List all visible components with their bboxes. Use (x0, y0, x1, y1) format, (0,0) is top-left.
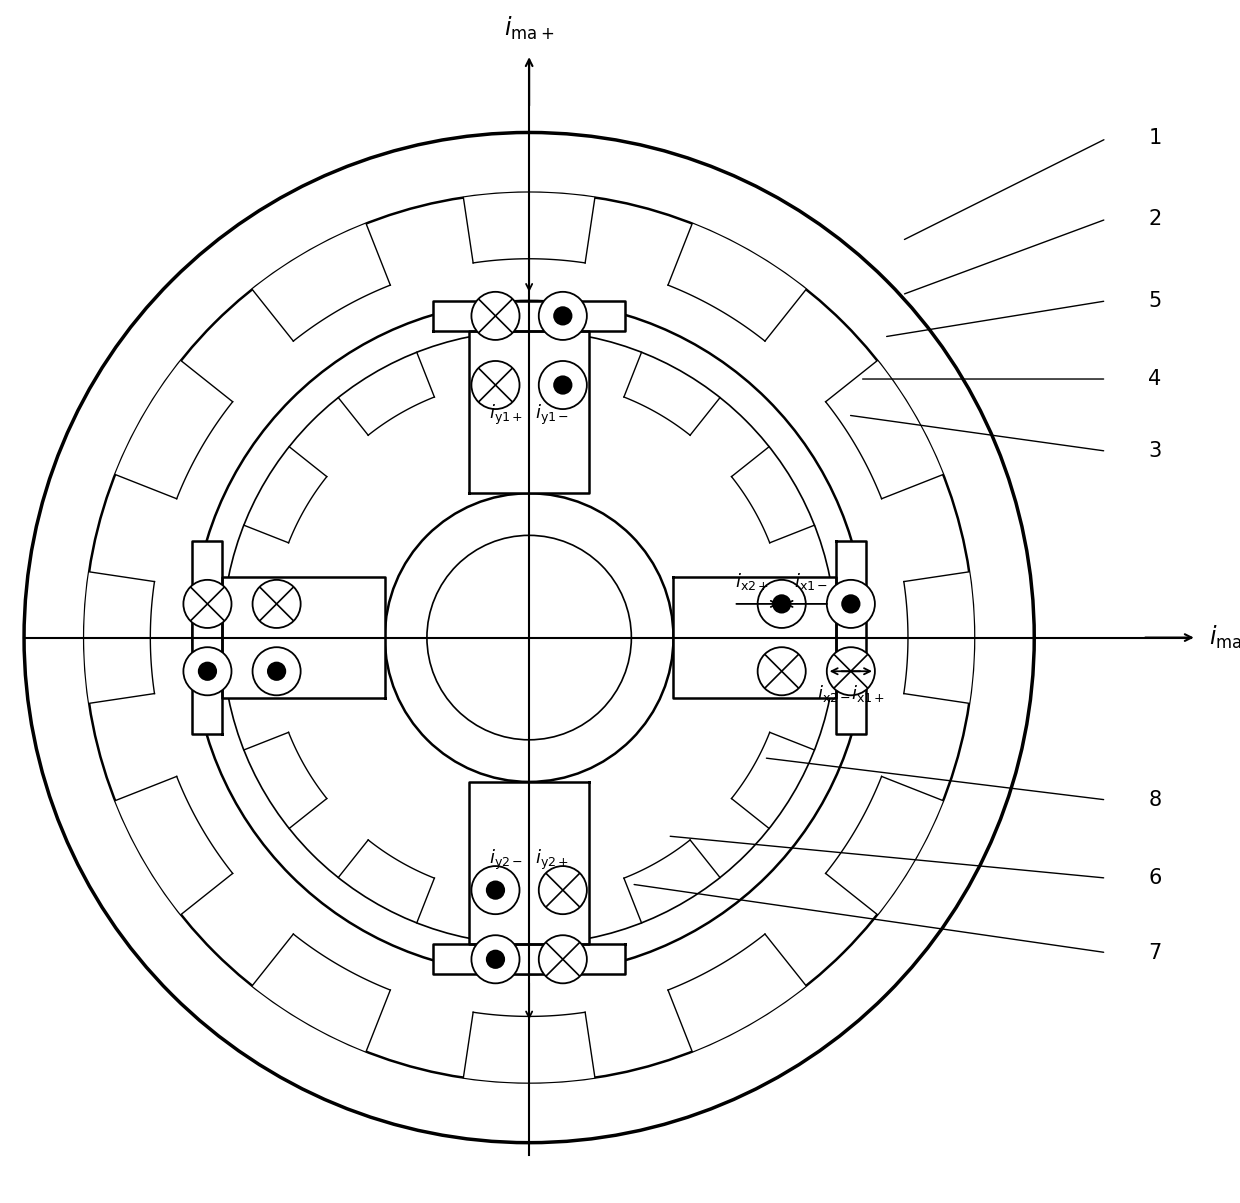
Text: $i_{\mathrm{y1+}}$: $i_{\mathrm{y1+}}$ (489, 403, 523, 427)
Circle shape (184, 647, 232, 695)
Polygon shape (244, 446, 327, 543)
Circle shape (471, 866, 520, 914)
Circle shape (471, 361, 520, 409)
Polygon shape (732, 733, 815, 829)
Circle shape (253, 580, 300, 628)
Circle shape (253, 647, 300, 695)
Circle shape (827, 580, 875, 628)
Text: $i_{\mathrm{y1-}}$: $i_{\mathrm{y1-}}$ (536, 403, 569, 427)
Text: 3: 3 (1148, 442, 1162, 461)
Polygon shape (624, 352, 720, 435)
Polygon shape (732, 446, 815, 543)
Polygon shape (252, 224, 391, 342)
Circle shape (486, 881, 505, 900)
Circle shape (24, 132, 1034, 1143)
Text: 1: 1 (1148, 129, 1162, 148)
Polygon shape (339, 352, 434, 435)
Text: 5: 5 (1148, 291, 1162, 310)
Circle shape (538, 935, 587, 983)
Polygon shape (826, 776, 944, 914)
Text: $i_{\mathrm{x1-}}$: $i_{\mathrm{x1-}}$ (794, 571, 828, 592)
Polygon shape (433, 944, 625, 974)
Text: $i_{\mathrm{ma+}}$: $i_{\mathrm{ma+}}$ (505, 16, 554, 42)
Circle shape (427, 535, 631, 740)
Circle shape (773, 594, 791, 614)
Polygon shape (464, 1012, 595, 1083)
Circle shape (758, 647, 806, 695)
Circle shape (471, 935, 520, 983)
Circle shape (486, 949, 505, 968)
Circle shape (758, 580, 806, 628)
Polygon shape (785, 592, 836, 683)
Polygon shape (84, 571, 155, 704)
Polygon shape (222, 592, 274, 683)
Circle shape (384, 493, 673, 782)
Circle shape (84, 192, 975, 1083)
Circle shape (471, 292, 520, 340)
Polygon shape (668, 224, 806, 342)
Text: $i_{\mathrm{ma-}}$: $i_{\mathrm{ma-}}$ (1209, 624, 1240, 651)
Text: $i_{\mathrm{y2+}}$: $i_{\mathrm{y2+}}$ (536, 848, 569, 872)
Text: $i_{\mathrm{x2-}}$: $i_{\mathrm{x2-}}$ (817, 683, 851, 704)
Circle shape (538, 361, 587, 409)
Polygon shape (244, 733, 327, 829)
Polygon shape (469, 782, 589, 944)
Polygon shape (484, 894, 574, 944)
Circle shape (267, 662, 286, 681)
Circle shape (198, 662, 217, 681)
Polygon shape (836, 541, 866, 734)
Text: $i_{\mathrm{y2-}}$: $i_{\mathrm{y2-}}$ (489, 848, 523, 872)
Polygon shape (826, 361, 944, 499)
Circle shape (827, 647, 875, 695)
Polygon shape (673, 577, 836, 698)
Circle shape (553, 307, 573, 326)
Text: $i_{\mathrm{x2+}}$: $i_{\mathrm{x2+}}$ (735, 571, 770, 592)
Polygon shape (469, 331, 589, 493)
Polygon shape (484, 331, 574, 381)
Circle shape (538, 292, 587, 340)
Polygon shape (904, 571, 975, 704)
Polygon shape (668, 934, 806, 1051)
Circle shape (192, 301, 866, 974)
Circle shape (553, 375, 573, 395)
Circle shape (538, 866, 587, 914)
Circle shape (841, 594, 861, 614)
Polygon shape (192, 541, 222, 734)
Polygon shape (624, 840, 720, 923)
Text: 6: 6 (1148, 869, 1162, 888)
Text: 2: 2 (1148, 209, 1162, 229)
Circle shape (184, 580, 232, 628)
Text: 7: 7 (1148, 943, 1162, 962)
Polygon shape (433, 301, 625, 331)
Polygon shape (115, 361, 233, 499)
Text: 4: 4 (1148, 369, 1162, 389)
Polygon shape (222, 577, 384, 698)
Text: $i_{\mathrm{x1+}}$: $i_{\mathrm{x1+}}$ (851, 683, 885, 704)
Polygon shape (115, 776, 233, 914)
Text: 8: 8 (1148, 790, 1162, 810)
Polygon shape (464, 192, 595, 263)
Polygon shape (252, 934, 391, 1051)
Polygon shape (339, 840, 434, 923)
